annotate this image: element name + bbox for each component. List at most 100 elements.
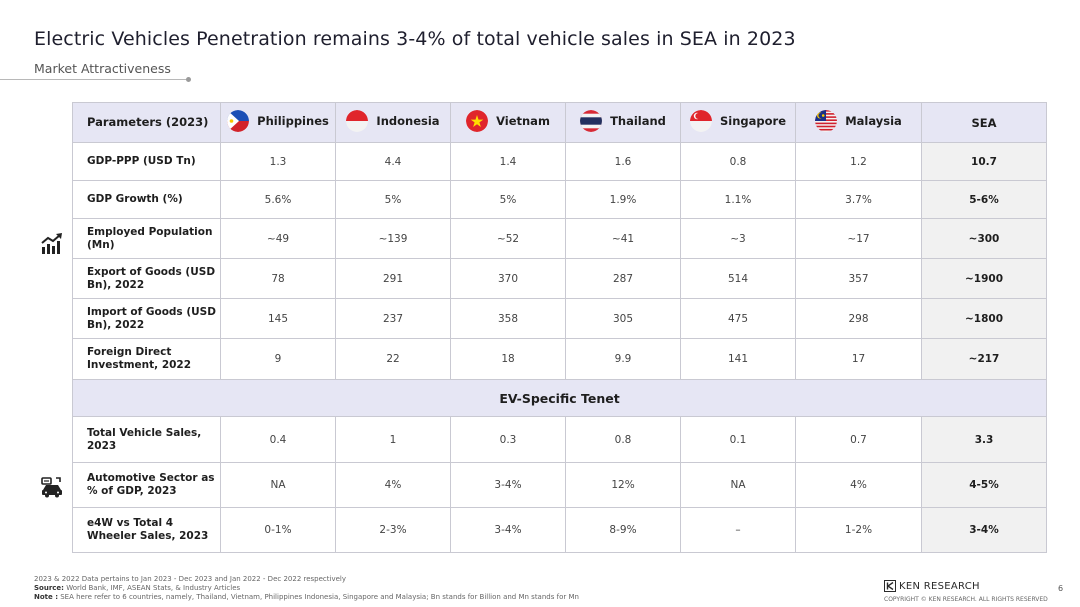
sea-value: 10.7	[921, 142, 1047, 181]
cell-value: 145	[220, 298, 336, 339]
ev-section-row: EV-Specific Tenet	[72, 379, 1047, 417]
sea-value: ~1800	[921, 298, 1047, 339]
row-label: Total Vehicle Sales, 2023	[72, 416, 221, 463]
table-row: Automotive Sector as % of GDP, 2023 NA 4…	[72, 462, 1047, 508]
subtitle-divider-dot	[186, 77, 191, 82]
cell-value: 1	[335, 416, 451, 463]
cell-value: ~52	[450, 218, 566, 259]
sea-header: SEA	[921, 102, 1047, 143]
page-title: Electric Vehicles Penetration remains 3-…	[34, 28, 796, 50]
cell-value: 8-9%	[565, 507, 681, 553]
cell-value: 0-1%	[220, 507, 336, 553]
table-row: GDP Growth (%) 5.6% 5% 5% 1.9% 1.1% 3.7%…	[72, 180, 1047, 219]
footnote-data-period: 2023 & 2022 Data pertains to Jan 2023 - …	[34, 575, 346, 583]
table-row: Foreign Direct Investment, 2022 9 22 18 …	[72, 338, 1047, 380]
row-label: Foreign Direct Investment, 2022	[72, 338, 221, 380]
cell-value: 3-4%	[450, 507, 566, 553]
param-header: Parameters (2023)	[72, 102, 221, 143]
row-label: Automotive Sector as % of GDP, 2023	[72, 462, 221, 508]
cell-value: 475	[680, 298, 796, 339]
country-name: Singapore	[719, 114, 786, 128]
cell-value: 358	[450, 298, 566, 339]
cell-value: 4%	[795, 462, 922, 508]
cell-value: 0.3	[450, 416, 566, 463]
note-label: Note :	[34, 593, 58, 601]
row-label: GDP Growth (%)	[72, 180, 221, 219]
table-row: GDP-PPP (USD Tn) 1.3 4.4 1.4 1.6 0.8 1.2…	[72, 142, 1047, 181]
source-label: Source:	[34, 584, 64, 592]
country-name: Vietnam	[496, 114, 550, 128]
sea-value: ~300	[921, 218, 1047, 259]
philippines-flag-icon	[227, 110, 250, 132]
ev-section-title: EV-Specific Tenet	[72, 379, 1047, 417]
indonesia-flag-icon	[346, 110, 369, 132]
country-header-malaysia: Malaysia	[795, 102, 922, 143]
cell-value: NA	[680, 462, 796, 508]
cell-value: –	[680, 507, 796, 553]
cell-value: 1-2%	[795, 507, 922, 553]
table-row: Import of Goods (USD Bn), 2022 145 237 3…	[72, 298, 1047, 339]
cell-value: 78	[220, 258, 336, 299]
row-label: Import of Goods (USD Bn), 2022	[72, 298, 221, 339]
row-label: Export of Goods (USD Bn), 2022	[72, 258, 221, 299]
logo-text: KEN RESEARCH	[899, 580, 980, 592]
ken-logo-icon	[884, 580, 896, 592]
cell-value: 0.1	[680, 416, 796, 463]
source-text: World Bank, IMF, ASEAN Stats, & Industry…	[66, 584, 241, 592]
country-name: Indonesia	[376, 114, 440, 128]
cell-value: ~17	[795, 218, 922, 259]
table-row: Export of Goods (USD Bn), 2022 78 291 37…	[72, 258, 1047, 299]
cell-value: 5%	[335, 180, 451, 219]
cell-value: 4.4	[335, 142, 451, 181]
row-label: e4W vs Total 4 Wheeler Sales, 2023	[72, 507, 221, 553]
cell-value: 3.7%	[795, 180, 922, 219]
subtitle-divider	[0, 79, 188, 80]
cell-value: 2-3%	[335, 507, 451, 553]
cell-value: 514	[680, 258, 796, 299]
cell-value: 4%	[335, 462, 451, 508]
cell-value: 5%	[450, 180, 566, 219]
country-header-indonesia: Indonesia	[335, 102, 451, 143]
cell-value: 1.6	[565, 142, 681, 181]
cell-value: 141	[680, 338, 796, 380]
cell-value: 12%	[565, 462, 681, 508]
cell-value: ~41	[565, 218, 681, 259]
cell-value: 370	[450, 258, 566, 299]
market-attractiveness-table: Parameters (2023) Philippines Indonesia	[72, 102, 1047, 553]
malaysia-flag-icon	[815, 110, 838, 132]
cell-value: ~3	[680, 218, 796, 259]
sea-value: 3.3	[921, 416, 1047, 463]
country-name: Philippines	[257, 114, 329, 128]
cell-value: 237	[335, 298, 451, 339]
sea-value: ~217	[921, 338, 1047, 380]
copyright-text: COPYRIGHT © KEN RESEARCH. ALL RIGHTS RES…	[884, 596, 1048, 603]
cell-value: 1.4	[450, 142, 566, 181]
footnote-note: Note : SEA here refer to 6 countries, na…	[34, 593, 579, 601]
page-number: 6	[1058, 584, 1064, 593]
cell-value: NA	[220, 462, 336, 508]
cell-value: 3-4%	[450, 462, 566, 508]
sea-value: 3-4%	[921, 507, 1047, 553]
cell-value: 305	[565, 298, 681, 339]
table-row: e4W vs Total 4 Wheeler Sales, 2023 0-1% …	[72, 507, 1047, 553]
cell-value: ~49	[220, 218, 336, 259]
cell-value: 0.4	[220, 416, 336, 463]
cell-value: 357	[795, 258, 922, 299]
country-header-vietnam: Vietnam	[450, 102, 566, 143]
cell-value: 0.8	[565, 416, 681, 463]
cell-value: 9	[220, 338, 336, 380]
car-dashboard-icon	[41, 477, 62, 498]
country-header-thailand: Thailand	[565, 102, 681, 143]
cell-value: 287	[565, 258, 681, 299]
sea-value: 4-5%	[921, 462, 1047, 508]
country-header-philippines: Philippines	[220, 102, 336, 143]
cell-value: 298	[795, 298, 922, 339]
ken-research-logo: KEN RESEARCH	[884, 579, 994, 593]
country-header-singapore: Singapore	[680, 102, 796, 143]
cell-value: 18	[450, 338, 566, 380]
cell-value: 9.9	[565, 338, 681, 380]
singapore-flag-icon	[689, 110, 712, 132]
note-text: SEA here refer to 6 countries, namely, T…	[60, 593, 579, 601]
cell-value: 1.3	[220, 142, 336, 181]
row-label: GDP-PPP (USD Tn)	[72, 142, 221, 181]
